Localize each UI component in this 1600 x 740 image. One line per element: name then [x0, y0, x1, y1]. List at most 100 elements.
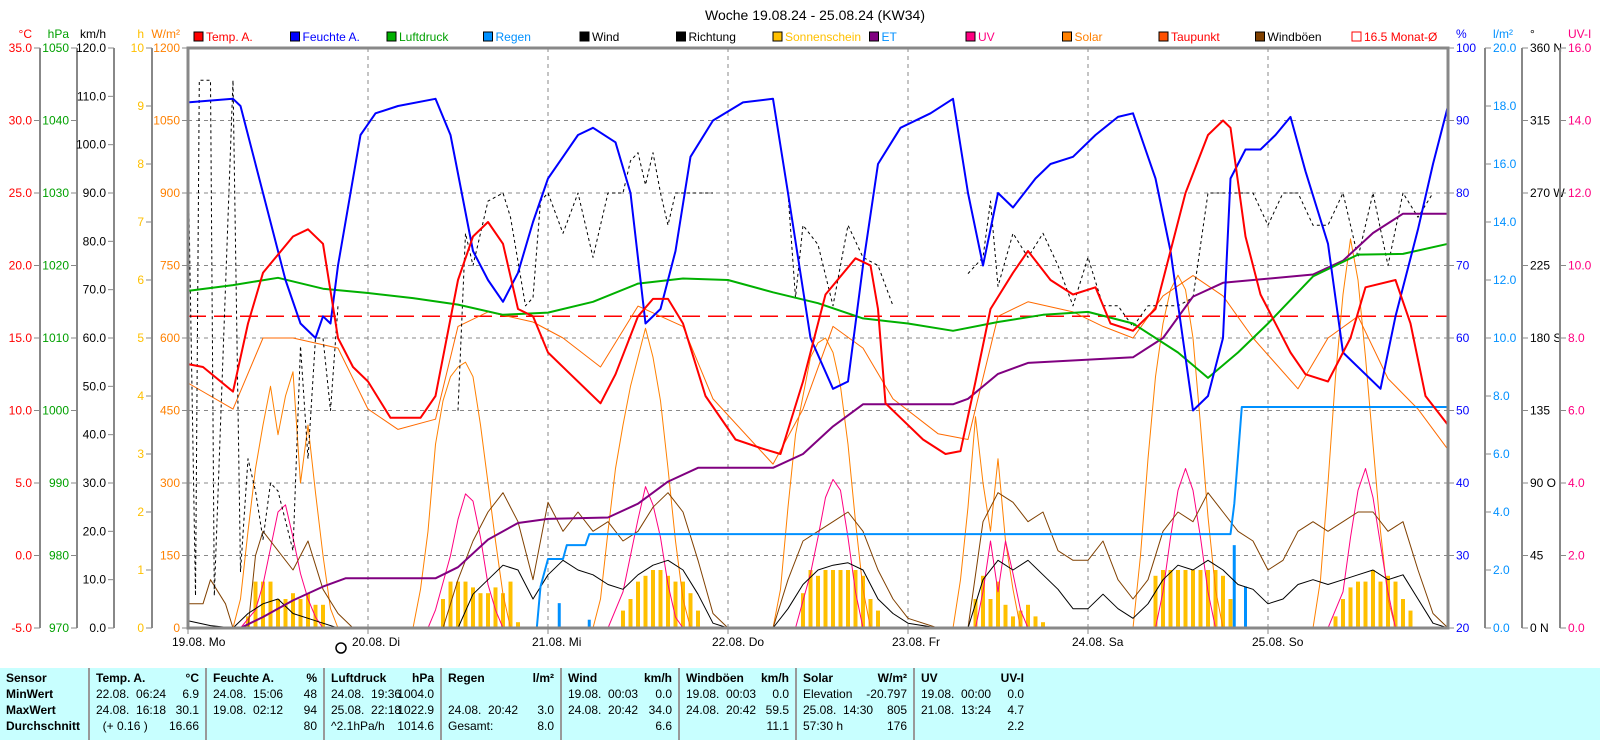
cell-label: ^2.1hPa/h [331, 719, 385, 733]
day-label: 21.08. Mi [532, 635, 581, 649]
humidity-tick-label: 90 [1456, 114, 1470, 128]
day-labels: 19.08. Mo 20.08. Di 21.08. Mi 22.08. Do 23.0… [172, 628, 1304, 649]
sunshine-bar [636, 581, 640, 628]
cell-value: 1014.6 [397, 719, 434, 733]
pressure-tick-label: 1040 [42, 114, 69, 128]
temp-tick-label: 10.0 [9, 404, 33, 418]
cell-value: -20.797 [866, 687, 907, 701]
sunshine-bar [1386, 575, 1390, 628]
solar-tick-label: 0 [173, 621, 180, 635]
cell-label: 21.08. 13:24 [921, 703, 992, 717]
table-cell-row: Gesamt: 8.0 [448, 718, 554, 734]
rain-tick-label: 2.0 [1493, 563, 1510, 577]
pressure-tick-label: 980 [49, 549, 69, 563]
cell-label: 19.08. 00:03 [568, 687, 639, 701]
column-header: Solar W/m² [803, 670, 907, 686]
uv-tick-label: 2.0 [1568, 549, 1585, 563]
sunshine-bar [1356, 581, 1360, 628]
row-label: MaxWert [6, 702, 82, 718]
sunshine-bar [283, 599, 288, 628]
cell-label: (+ 0.16 ) [96, 719, 148, 733]
direction-tick-label: 180 S [1530, 331, 1561, 345]
row-label: MinWert [6, 686, 82, 702]
humidity-tick-label: 40 [1456, 476, 1470, 490]
axes: °C-5.00.05.010.015.020.025.030.035.0hPa9… [9, 27, 1592, 635]
temp-tick-label: -5.0 [11, 621, 32, 635]
sunshine-bar [861, 575, 865, 628]
sunshine-bar [1041, 622, 1045, 628]
legend-swatch [579, 31, 590, 42]
uv-axis-unit: UV-I [1568, 27, 1591, 41]
sunshine-bar [681, 581, 685, 628]
uv-tick-label: 8.0 [1568, 331, 1585, 345]
cell-value: 48 [303, 687, 317, 701]
column-header-label: Temp. A. [96, 671, 146, 685]
sunshine-bar [441, 599, 445, 628]
row-label-text: MinWert [6, 687, 54, 701]
wind-tick-label: 70.0 [83, 283, 107, 297]
legend-label: Feuchte A. [303, 30, 360, 44]
sunshine-bar [1393, 581, 1398, 628]
row-label: Durchschnitt [6, 718, 82, 734]
pressure-tick-label: 1020 [42, 259, 69, 273]
sunshine-tick-label: 7 [137, 215, 144, 229]
cell-label: 24.08. 16:18 [96, 703, 167, 717]
temp-tick-label: 15.0 [9, 331, 33, 345]
wind-tick-label: 60.0 [83, 331, 107, 345]
column-header-unit: km/h [760, 671, 789, 685]
column-header: Windböen km/h [686, 670, 789, 686]
table-cell-row: 22.08. 06:24 6.9 [96, 686, 199, 702]
column-header-unit: l/m² [532, 671, 554, 685]
legend-label: Temp. A. [206, 30, 253, 44]
table-cell-row: 2.2 [921, 718, 1024, 734]
sunshine-bar [253, 581, 258, 628]
rain-tick-label: 16.0 [1493, 157, 1517, 171]
day-label: 19.08. Mo [172, 635, 226, 649]
day-label: 24.08. Sa [1072, 635, 1124, 649]
table-cell-row: 57:30 h 176 [803, 718, 907, 734]
legend-label: UV [978, 30, 995, 44]
sunshine-tick-label: 3 [137, 447, 144, 461]
solar-axis-unit: W/m² [151, 27, 180, 41]
legend-label: Taupunkt [1171, 30, 1220, 44]
wind-tick-label: 80.0 [83, 234, 107, 248]
sunshine-tick-label: 6 [137, 273, 144, 287]
sunshine-bar [1033, 616, 1038, 628]
cell-label: 24.08. 19:36 [331, 687, 402, 701]
solar-tick-label: 300 [160, 476, 180, 490]
column-header-unit: °C [185, 671, 199, 685]
table-cell-row: 24.08. 20:42 3.0 [448, 702, 554, 718]
series-temp-a [187, 119, 1449, 455]
pressure-tick-label: 1050 [42, 41, 69, 55]
column-header-unit: UV-I [1000, 671, 1024, 685]
weather-chart: Woche 19.08.24 - 25.08.24 (KW34) °C -5.0 0… [9, 7, 1592, 654]
sunshine-bar [1003, 604, 1008, 628]
legend-swatch [676, 31, 686, 42]
uv-tick-label: 6.0 [1568, 404, 1585, 418]
day-label: 22.08. Do [712, 635, 764, 649]
sunshine-tick-label: 0 [137, 621, 144, 635]
table-column: Regen l/m² 24.08. 20:42 3.0 Gesamt: 8.0 [440, 668, 560, 740]
cursor-marker[interactable] [335, 642, 347, 654]
sunshine-bar [838, 570, 843, 628]
column-header-label: Solar [803, 671, 834, 685]
sunshine-bar [501, 593, 505, 628]
cell-value: 6.9 [182, 687, 199, 701]
uv-tick-label: 16.0 [1568, 41, 1592, 55]
rain-tick-label: 12.0 [1493, 273, 1517, 287]
series-windböen [188, 492, 1449, 629]
sunshine-bar [456, 581, 460, 628]
sunshine-bar [1348, 587, 1353, 628]
rain-tick-label: 0.0 [1493, 621, 1510, 635]
sunshine-bar [1221, 575, 1225, 628]
sunshine-bar [1191, 570, 1195, 628]
table-cell-row: 19.08. 00:03 0.0 [568, 686, 672, 702]
sunshine-bar [658, 570, 663, 628]
cell-label: 25.08. 22:18 [331, 703, 402, 717]
column-header-unit: W/m² [877, 671, 907, 685]
sunshine-tick-label: 2 [137, 505, 144, 519]
direction-tick-label: 315 [1530, 114, 1550, 128]
cell-value: 8.0 [537, 719, 554, 733]
sunshine-bar [666, 575, 670, 628]
legend: Temp. A. Feuchte A. Luftdruck Regen Wind Rich… [193, 30, 1437, 44]
